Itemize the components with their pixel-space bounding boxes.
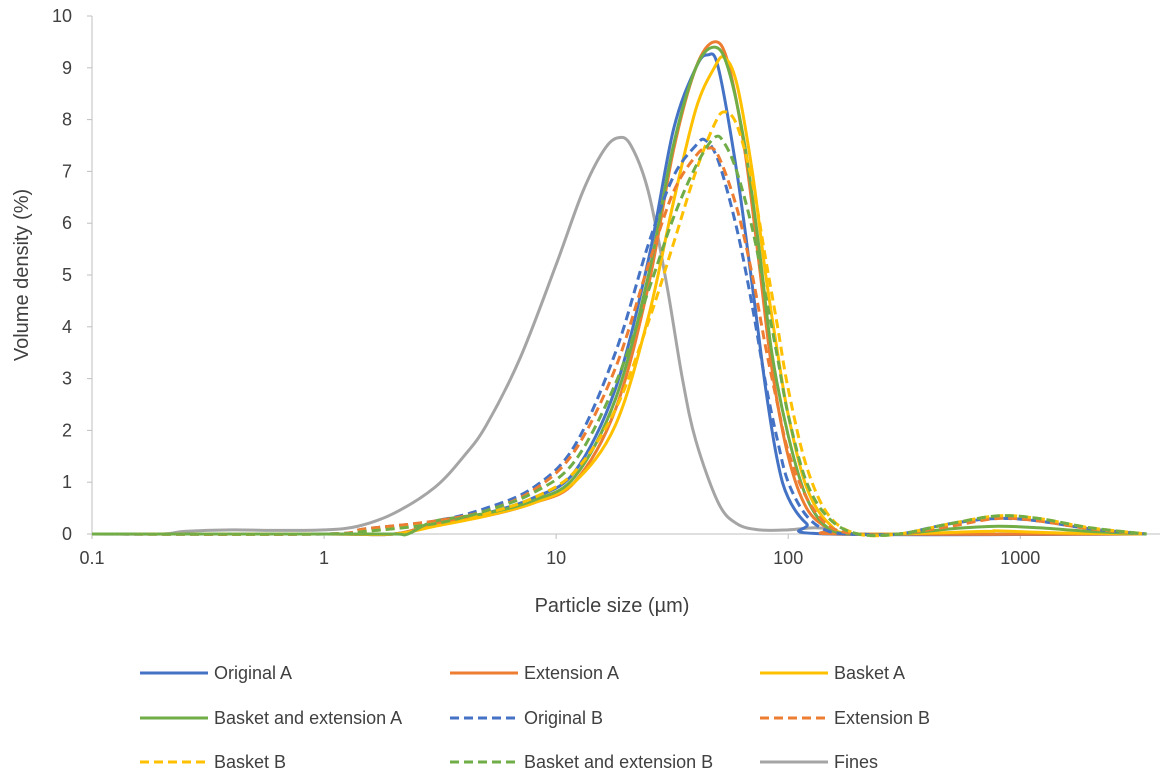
y-tick-label: 1 — [62, 472, 72, 492]
series-line-basket-b — [91, 110, 1147, 538]
legend-item-basket-a: Basket A — [760, 663, 905, 683]
legend-item-extension-b: Extension B — [760, 708, 930, 728]
series-line-extension-a — [91, 40, 1147, 537]
series-line-original-a — [91, 52, 1147, 537]
y-tick-label: 0 — [62, 524, 72, 544]
series-line-basket-and-extension-a — [91, 45, 1147, 537]
legend-label: Basket A — [834, 663, 905, 683]
plot-area — [91, 40, 1147, 538]
series-line-original-b — [91, 137, 1147, 537]
legend-item-original-b: Original B — [450, 708, 603, 728]
legend-label: Basket and extension B — [524, 752, 713, 772]
legend-label: Fines — [834, 752, 878, 772]
y-tick-label: 6 — [62, 213, 72, 233]
y-tick-label: 8 — [62, 110, 72, 130]
legend-item-extension-a: Extension A — [450, 663, 619, 683]
y-axis-title: Volume density (%) — [11, 189, 33, 361]
legend-label: Original B — [524, 708, 603, 728]
legend-label: Original A — [214, 663, 292, 683]
y-tick-label: 5 — [62, 265, 72, 285]
legend-item-basket-and-extension-a: Basket and extension A — [140, 708, 402, 728]
legend-item-basket-b: Basket B — [140, 752, 286, 772]
legend-label: Basket B — [214, 752, 286, 772]
y-tick-label: 3 — [62, 369, 72, 389]
legend-label: Extension A — [524, 663, 619, 683]
x-tick-label: 0.1 — [79, 548, 104, 568]
legend-item-basket-and-extension-b: Basket and extension B — [450, 752, 713, 772]
series-line-fines — [91, 135, 1147, 536]
y-tick-label: 9 — [62, 58, 72, 78]
y-tick-label: 10 — [52, 6, 72, 26]
y-tick-label: 2 — [62, 420, 72, 440]
y-tick-label: 7 — [62, 161, 72, 181]
legend-label: Basket and extension A — [214, 708, 402, 728]
series-line-basket-and-extension-b — [91, 134, 1147, 538]
axes: 0.1 1 10 100 1000 0 1 2 3 4 5 6 7 8 9 10 Particle size (… — [11, 6, 1160, 617]
legend: Original A Extension A Basket A Basket and … — [140, 663, 930, 772]
x-tick-label: 100 — [773, 548, 803, 568]
legend-label: Extension B — [834, 708, 930, 728]
legend-item-original-a: Original A — [140, 663, 292, 683]
x-axis-title: Particle size (µm) — [535, 595, 690, 617]
y-tick-label: 4 — [62, 317, 72, 337]
x-tick-label: 10 — [546, 548, 566, 568]
x-tick-label: 1 — [319, 548, 329, 568]
series-line-basket-a — [91, 55, 1147, 537]
x-tick-label: 1000 — [1000, 548, 1040, 568]
legend-item-fines: Fines — [760, 752, 878, 772]
